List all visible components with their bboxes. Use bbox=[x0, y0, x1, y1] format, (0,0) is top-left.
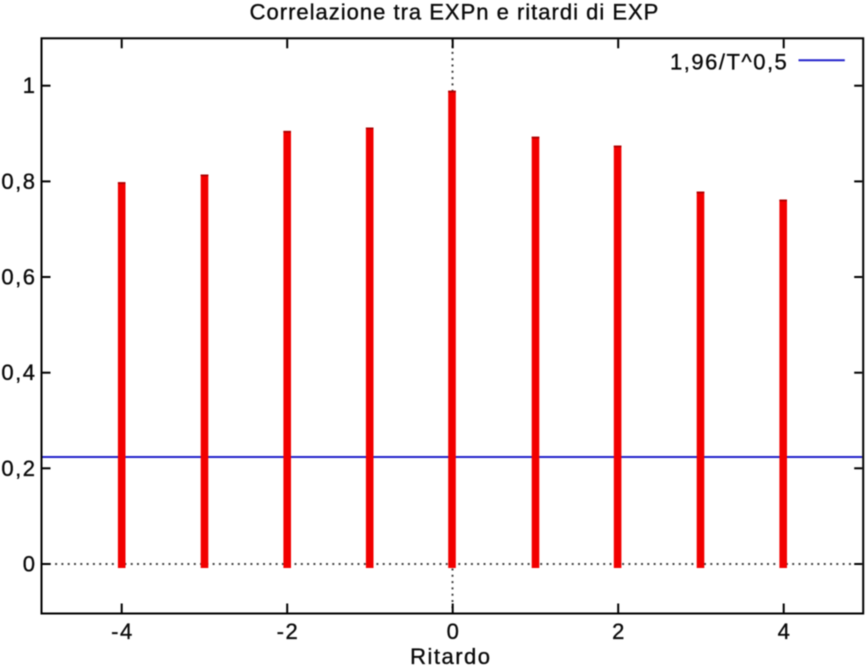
svg-text:0: 0 bbox=[23, 552, 37, 577]
svg-text:1: 1 bbox=[23, 73, 37, 98]
svg-text:-2: -2 bbox=[277, 619, 300, 644]
svg-text:2: 2 bbox=[612, 619, 626, 644]
svg-text:0,6: 0,6 bbox=[1, 265, 36, 290]
svg-text:Ritardo: Ritardo bbox=[410, 644, 491, 669]
svg-text:0,2: 0,2 bbox=[1, 456, 36, 481]
svg-text:1,96/T^0,5: 1,96/T^0,5 bbox=[670, 50, 788, 75]
svg-text:0,4: 0,4 bbox=[1, 360, 36, 385]
svg-text:4: 4 bbox=[778, 619, 792, 644]
svg-text:-4: -4 bbox=[111, 619, 134, 644]
svg-text:0: 0 bbox=[447, 619, 461, 644]
svg-text:Correlazione tra EXPn e ritard: Correlazione tra EXPn e ritardi di EXP bbox=[250, 0, 660, 25]
svg-text:0,8: 0,8 bbox=[1, 169, 36, 194]
